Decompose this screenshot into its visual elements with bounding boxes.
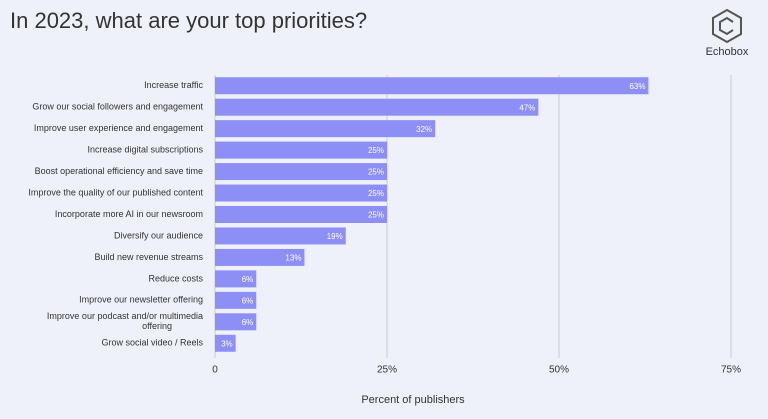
value-label: 6% [242, 275, 254, 284]
x-tick-label: 50% [549, 365, 569, 376]
bar [215, 184, 387, 202]
y-tick-label: Diversify our audience [114, 230, 203, 240]
y-tick-label: Increase traffic [144, 80, 203, 90]
bar [215, 77, 649, 95]
value-label: 32% [416, 125, 432, 134]
chart-title: In 2023, what are your top priorities? [10, 8, 367, 33]
logo [712, 8, 742, 44]
y-tick-label: Boost operational efficiency and save ti… [35, 166, 203, 176]
value-label: 6% [242, 296, 254, 305]
bar [215, 141, 387, 159]
y-tick-label: Increase digital subscriptions [87, 144, 203, 154]
y-tick-label: Improve our podcast and/or multimedia off… [47, 311, 203, 331]
bar [215, 120, 436, 138]
value-label: 6% [242, 318, 254, 327]
value-label: 25% [368, 211, 384, 220]
x-tick-label: 75% [721, 365, 741, 376]
y-tick-label: Improve our newsletter offering [79, 295, 203, 305]
logo-icon [712, 8, 742, 44]
bar [215, 313, 257, 331]
y-tick-label: Improve user experience and engagement [34, 123, 204, 133]
value-label: 13% [285, 254, 301, 263]
y-tick-label-line: offering [142, 321, 172, 331]
value-label: 63% [629, 82, 645, 91]
bar [215, 98, 539, 116]
bar [215, 206, 387, 223]
y-tick-label: Build new revenue streams [94, 252, 203, 262]
bar [215, 248, 305, 266]
y-tick-label-line: Improve our podcast and/or multimedia [47, 311, 203, 321]
bar [215, 291, 257, 309]
bar [215, 270, 257, 288]
brand: Echobox [706, 46, 749, 58]
value-label: 19% [327, 232, 343, 241]
value-label: 3% [221, 339, 233, 348]
x-axis-label: Percent of publishers [361, 394, 465, 406]
bar [215, 334, 236, 352]
x-tick-label: 25% [377, 365, 397, 376]
y-tick-label: Grow our social followers and engagement [32, 102, 203, 112]
value-label: 47% [519, 103, 535, 112]
y-tick-label: Reduce costs [148, 273, 203, 283]
bar [215, 163, 387, 181]
value-label: 25% [368, 168, 384, 177]
logo-icon-inner [719, 16, 734, 36]
x-tick-label: 0 [212, 365, 218, 376]
y-tick-label: Incorporate more AI in our newsroom [55, 209, 203, 219]
y-tick-label: Grow social video / Reels [101, 338, 203, 348]
value-label: 25% [368, 189, 384, 198]
bar [215, 227, 346, 245]
y-tick-label: Improve the quality of our published con… [28, 187, 203, 197]
value-label: 25% [368, 146, 384, 155]
